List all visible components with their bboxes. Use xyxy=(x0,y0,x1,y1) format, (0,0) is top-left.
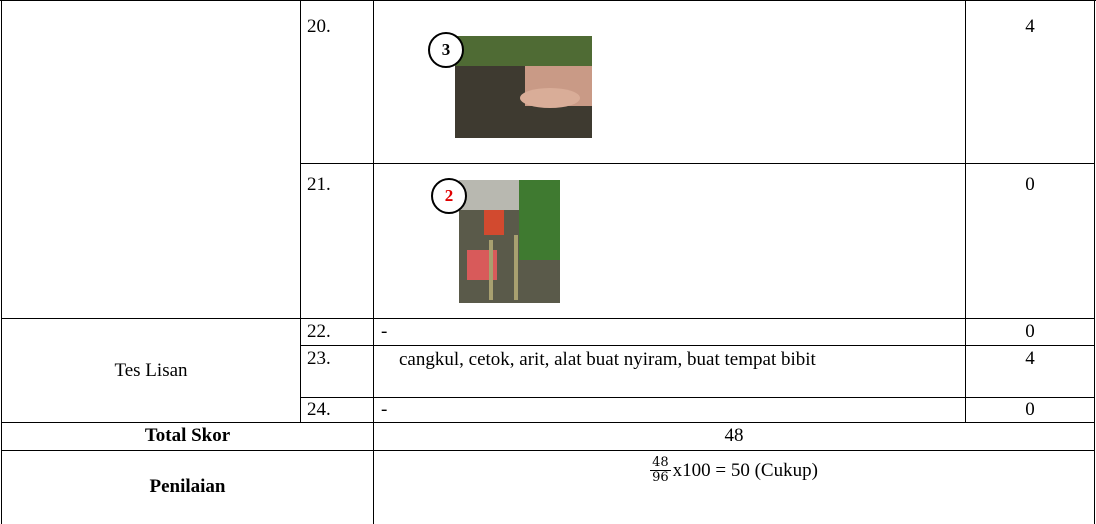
border xyxy=(1,422,1095,423)
total-label: Total Skor xyxy=(144,425,231,446)
formula-text: x100 = 50 (Cukup) xyxy=(672,459,818,481)
border xyxy=(300,0,301,422)
formula: 48 96 x100 = 50 (Cukup) xyxy=(374,456,1094,485)
border xyxy=(0,0,1096,1)
score: 4 xyxy=(1025,16,1035,37)
border xyxy=(300,163,1095,164)
score: 0 xyxy=(1025,174,1035,195)
numerator: 48 xyxy=(650,455,671,471)
row-number: 21. xyxy=(307,174,331,195)
photo-label: 2 xyxy=(431,178,467,214)
score: 0 xyxy=(1025,321,1035,342)
border xyxy=(965,0,966,422)
border xyxy=(1,450,1095,451)
row-number: 20. xyxy=(307,16,331,37)
answer: - xyxy=(381,321,388,342)
score: 4 xyxy=(1025,348,1035,369)
answer: cangkul, cetok, arit, alat buat nyiram, … xyxy=(399,349,816,370)
section-label: Tes Lisan xyxy=(114,360,188,381)
border xyxy=(1,318,1095,319)
photo xyxy=(455,36,592,138)
border xyxy=(1094,0,1095,524)
assessment-label: Penilaian xyxy=(149,476,226,497)
border xyxy=(373,0,374,524)
row-number: 24. xyxy=(307,399,331,420)
photo xyxy=(459,180,560,303)
border xyxy=(300,345,1095,346)
score: 0 xyxy=(1025,399,1035,420)
row-number: 22. xyxy=(307,321,331,342)
border xyxy=(300,397,1095,398)
answer: - xyxy=(381,399,388,420)
fraction: 48 96 xyxy=(650,456,671,485)
border xyxy=(1,0,2,524)
denominator: 96 xyxy=(652,470,669,485)
total-value: 48 xyxy=(724,425,744,446)
row-number: 23. xyxy=(307,348,331,369)
photo-label: 3 xyxy=(428,32,464,68)
